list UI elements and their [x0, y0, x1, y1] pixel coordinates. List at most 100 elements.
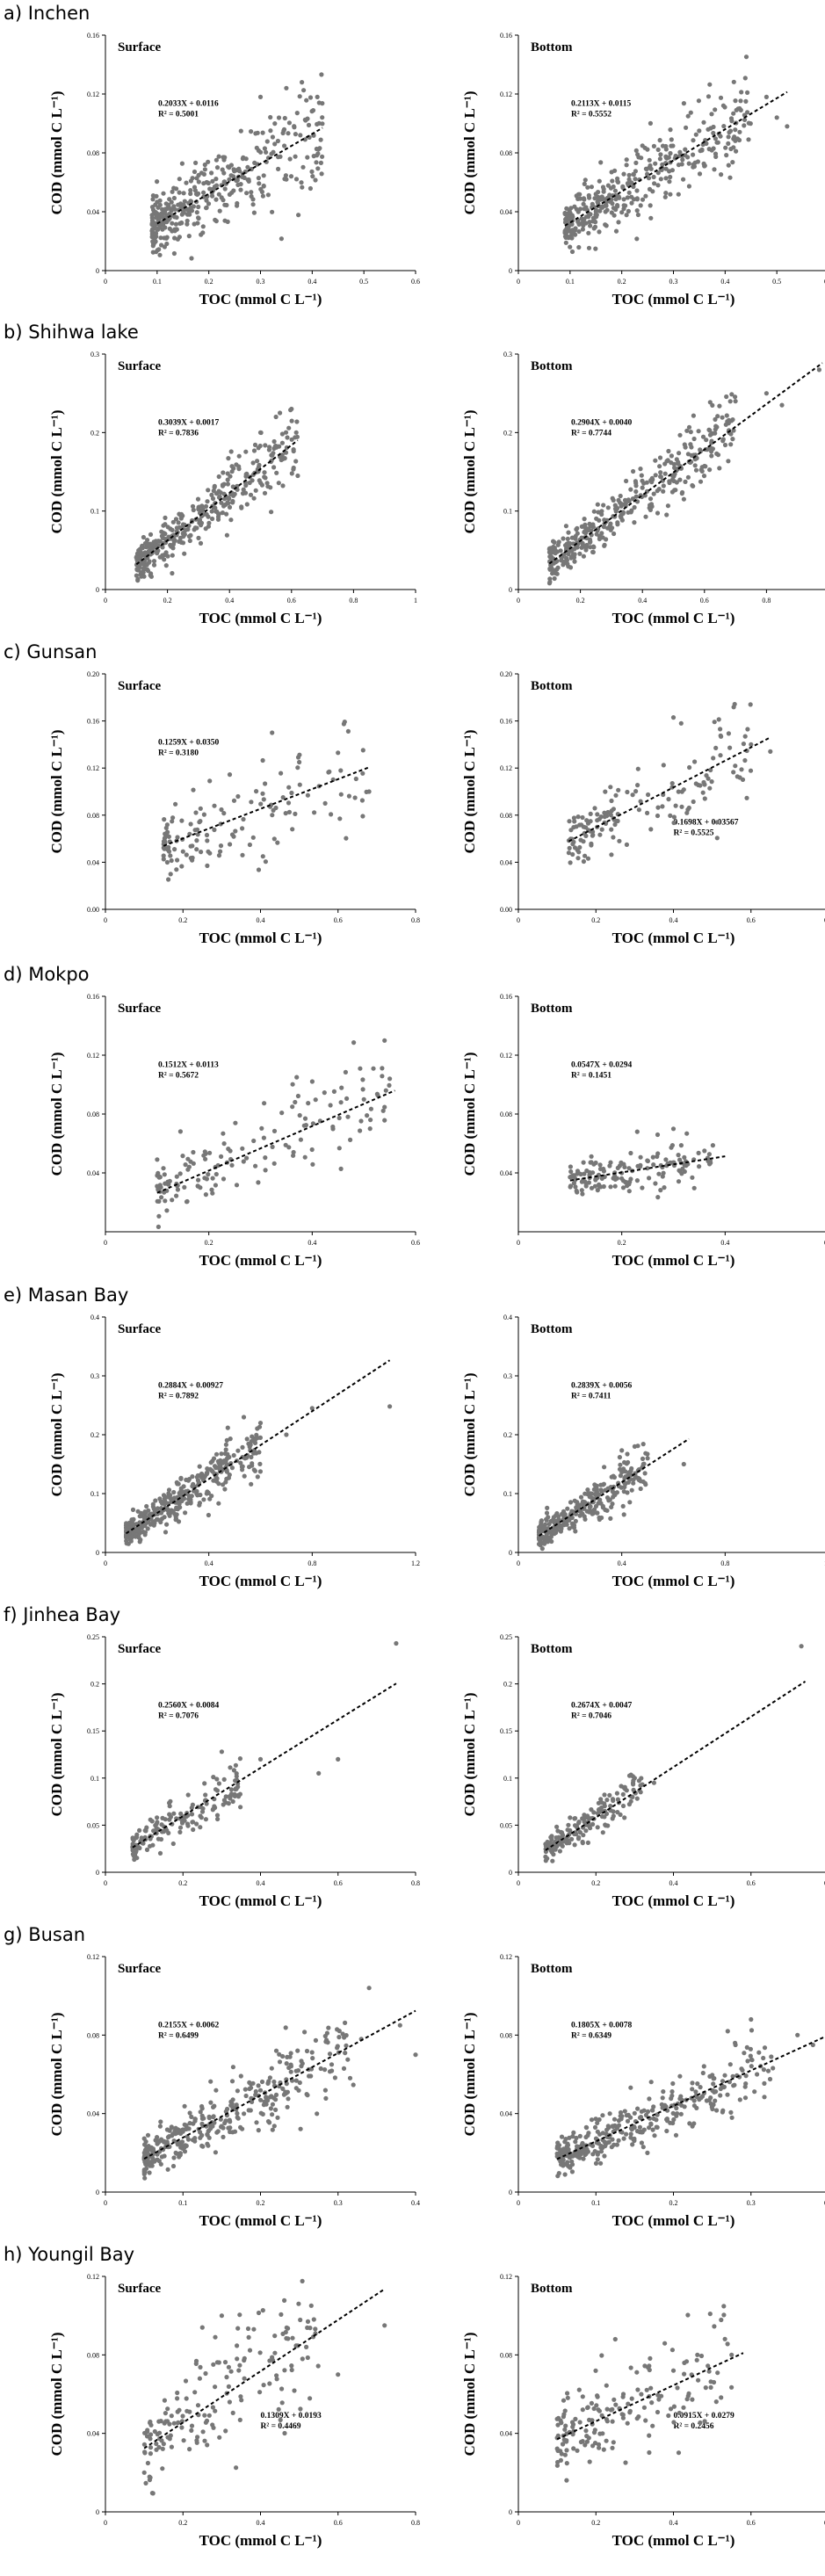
data-point [641, 2405, 648, 2410]
data-point [263, 443, 268, 448]
data-point [272, 141, 278, 147]
x-tick-label: 0.4 [205, 1559, 213, 1567]
data-point [730, 437, 735, 442]
data-point [603, 222, 608, 228]
data-point [151, 539, 156, 545]
data-point [297, 94, 302, 99]
data-point [153, 210, 158, 215]
x-tick-label: 0.1 [178, 2199, 187, 2207]
data-point [624, 1788, 629, 1793]
data-point [618, 1473, 624, 1479]
data-point [213, 2088, 219, 2093]
y-tick-label: 0.08 [500, 149, 512, 157]
data-point [697, 171, 703, 177]
x-tick-label: 0.2 [591, 1879, 600, 1887]
data-point [583, 2442, 588, 2448]
data-point [224, 511, 229, 517]
y-axis-title: COD (mmol C L⁻¹) [461, 2332, 478, 2456]
data-point [717, 403, 722, 409]
data-point [177, 2153, 183, 2158]
data-point [387, 1076, 393, 1082]
data-point [591, 545, 597, 550]
data-point [688, 430, 693, 435]
data-point [257, 462, 262, 468]
scatter-points [554, 2304, 735, 2483]
r-squared: R² = 0.7411 [571, 1392, 612, 1400]
data-point [221, 1798, 227, 1803]
data-point [220, 483, 226, 488]
data-point [305, 155, 310, 160]
data-point [666, 448, 671, 454]
data-point [693, 467, 699, 473]
y-tick-label: 0.12 [500, 1953, 512, 1961]
data-point [650, 2127, 655, 2132]
data-point [235, 2356, 240, 2362]
x-tick-label: 1 [414, 597, 417, 604]
data-point [147, 2170, 152, 2175]
data-point [669, 2093, 675, 2098]
data-point [666, 797, 671, 802]
data-point [582, 1514, 587, 1519]
data-point [602, 810, 607, 815]
data-point [179, 2425, 185, 2430]
data-point [577, 2133, 583, 2138]
data-point [282, 2368, 287, 2373]
data-point [572, 1823, 578, 1828]
data-point [635, 2106, 640, 2111]
data-point [731, 111, 736, 116]
panel-label: Surface [118, 679, 161, 693]
data-point [604, 537, 609, 542]
x-axis-title: TOC (mmol C L⁻¹) [612, 2212, 735, 2229]
data-point [211, 1775, 216, 1780]
data-point [582, 517, 587, 522]
data-point [174, 525, 179, 531]
data-point [586, 245, 592, 250]
section-title: h) Youngil Bay [4, 2244, 134, 2265]
data-point [141, 574, 147, 579]
x-tick-label: 0.6 [411, 1239, 420, 1247]
data-point [731, 145, 736, 150]
data-point [233, 829, 238, 834]
data-point [701, 2064, 706, 2069]
data-point [620, 1185, 626, 1190]
data-point [187, 2110, 192, 2116]
data-point [213, 2384, 218, 2390]
data-point [252, 1437, 257, 1443]
data-point [228, 449, 234, 454]
data-point [366, 1986, 372, 1991]
data-point [221, 170, 227, 176]
data-point [148, 1843, 153, 1849]
data-point [141, 565, 147, 570]
data-point [163, 550, 169, 555]
data-point [565, 1827, 570, 1833]
data-point [290, 1104, 295, 1110]
data-point [263, 781, 268, 786]
data-point [227, 504, 233, 510]
data-point [555, 542, 561, 547]
data-point [198, 1185, 203, 1190]
data-point [295, 2048, 300, 2053]
section-title: e) Masan Bay [4, 1284, 128, 1306]
data-point [706, 94, 712, 99]
data-point [678, 2111, 684, 2117]
data-point [161, 2442, 166, 2447]
data-point [609, 1504, 614, 1509]
x-tick-label: 0 [517, 1559, 520, 1567]
data-point [645, 1158, 650, 1163]
data-point [168, 853, 173, 858]
data-point [561, 1523, 567, 1528]
data-point [568, 565, 574, 570]
data-point [727, 399, 733, 404]
data-point [588, 1160, 593, 1165]
data-point [573, 1816, 578, 1821]
data-point [655, 1132, 661, 1138]
data-point [725, 2029, 730, 2034]
data-point [268, 114, 273, 120]
data-point [309, 2050, 315, 2055]
data-point [163, 206, 168, 212]
data-point [573, 1529, 578, 1534]
data-point [733, 138, 738, 143]
data-point [706, 127, 711, 132]
data-point [166, 206, 172, 211]
